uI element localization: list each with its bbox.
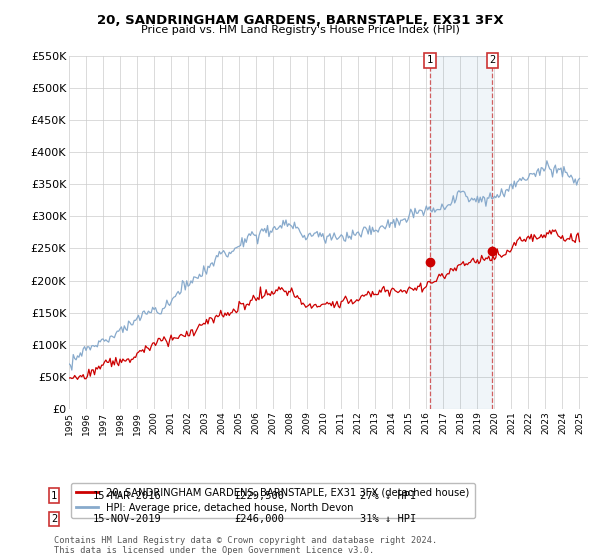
Legend: 20, SANDRINGHAM GARDENS, BARNSTAPLE, EX31 3FX (detached house), HPI: Average pri: 20, SANDRINGHAM GARDENS, BARNSTAPLE, EX3… [71, 483, 475, 517]
Text: 1: 1 [51, 491, 57, 501]
Text: 31% ↓ HPI: 31% ↓ HPI [360, 514, 416, 524]
Text: Contains HM Land Registry data © Crown copyright and database right 2024.
This d: Contains HM Land Registry data © Crown c… [54, 536, 437, 555]
Text: 2: 2 [51, 514, 57, 524]
Text: 1: 1 [427, 55, 433, 66]
Text: 15-MAR-2016: 15-MAR-2016 [93, 491, 162, 501]
Text: £229,500: £229,500 [234, 491, 284, 501]
Text: 20, SANDRINGHAM GARDENS, BARNSTAPLE, EX31 3FX: 20, SANDRINGHAM GARDENS, BARNSTAPLE, EX3… [97, 14, 503, 27]
Text: 2: 2 [489, 55, 496, 66]
Text: 27% ↓ HPI: 27% ↓ HPI [360, 491, 416, 501]
Text: £246,000: £246,000 [234, 514, 284, 524]
Bar [430, 56, 493, 409]
Text: 15-NOV-2019: 15-NOV-2019 [93, 514, 162, 524]
Text: Price paid vs. HM Land Registry's House Price Index (HPI): Price paid vs. HM Land Registry's House … [140, 25, 460, 35]
